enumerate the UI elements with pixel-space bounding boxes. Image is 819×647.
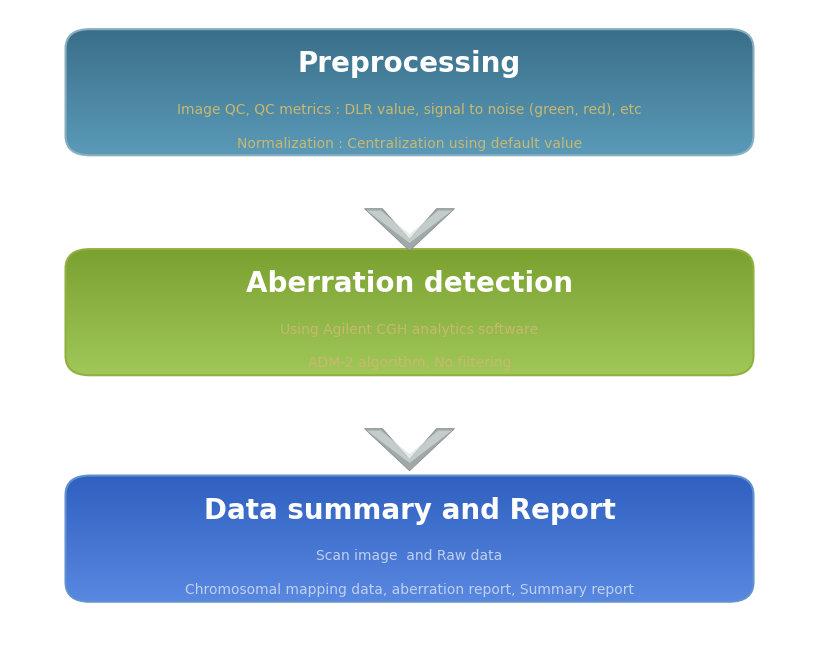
Text: Aberration detection: Aberration detection xyxy=(246,270,573,298)
Text: ADM-2 algorithm, No filtering: ADM-2 algorithm, No filtering xyxy=(308,356,511,371)
Text: Preprocessing: Preprocessing xyxy=(298,50,521,78)
Text: Scan image  and Raw data: Scan image and Raw data xyxy=(316,549,503,564)
FancyBboxPatch shape xyxy=(66,476,753,602)
Polygon shape xyxy=(367,211,452,243)
Polygon shape xyxy=(364,208,455,250)
Text: Chromosomal mapping data, aberration report, Summary report: Chromosomal mapping data, aberration rep… xyxy=(185,583,634,597)
FancyBboxPatch shape xyxy=(66,29,753,155)
Text: Normalization : Centralization using default value: Normalization : Centralization using def… xyxy=(237,137,582,151)
FancyBboxPatch shape xyxy=(66,249,753,375)
Text: Data summary and Report: Data summary and Report xyxy=(204,497,615,525)
Text: Image QC, QC metrics : DLR value, signal to noise (green, red), etc: Image QC, QC metrics : DLR value, signal… xyxy=(177,103,642,117)
Polygon shape xyxy=(367,431,452,463)
Text: Using Agilent CGH analytics software: Using Agilent CGH analytics software xyxy=(280,323,539,337)
Polygon shape xyxy=(364,428,455,471)
